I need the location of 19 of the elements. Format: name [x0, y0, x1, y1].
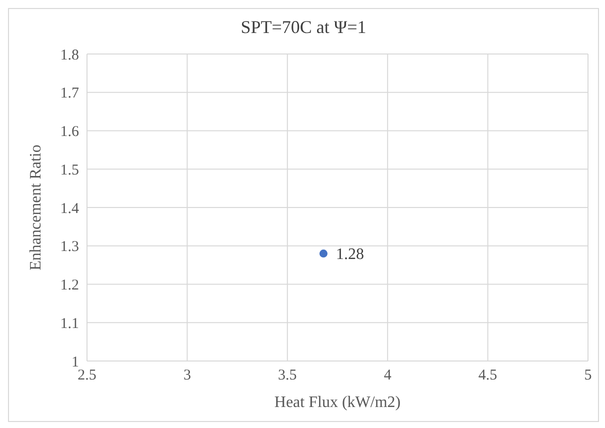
y-tick-label: 1.4 [60, 200, 80, 217]
data-label: 1.28 [336, 246, 364, 264]
x-tick-label: 3 [183, 368, 191, 384]
x-axis-title: Heat Flux (kW/m2) [274, 394, 401, 411]
y-tick-label: 1.1 [60, 316, 79, 332]
x-tick-label: 4 [384, 368, 392, 384]
y-tick-label: 1.3 [60, 239, 79, 256]
x-tick-label: 5 [584, 368, 592, 384]
y-tick-label: 1.2 [60, 278, 79, 294]
y-tick-label: 1.7 [60, 86, 80, 102]
y-tick-label: 1.5 [60, 162, 79, 178]
y-tick-label: 1 [72, 354, 79, 370]
y-tick-label: 1.6 [60, 124, 80, 140]
x-tick-label: 2.5 [78, 368, 96, 384]
x-tick-label: 4.5 [478, 368, 498, 384]
y-tick-label: 1.8 [60, 47, 79, 64]
x-tick-label: 3.5 [278, 368, 297, 384]
chart-title: SPT=70C at Ψ=1 [240, 17, 368, 38]
y-axis-title: Enhancement Ratio [28, 144, 45, 270]
